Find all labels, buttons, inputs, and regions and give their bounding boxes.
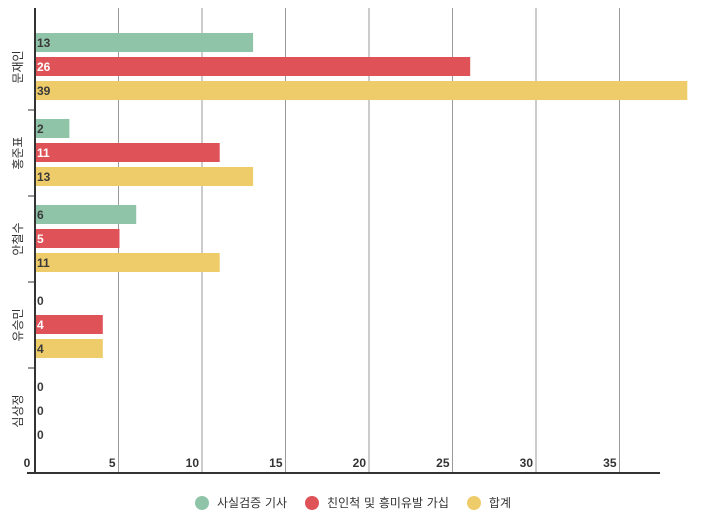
data-label: 11 <box>37 256 50 270</box>
bar-chart: 0 5 10 15 20 25 30 35 문재인 13 26 39 홍준표 2 11 13 안철수 6 5 11 유… <box>11 8 688 474</box>
bar-2-1 <box>36 229 120 248</box>
bar-0-2 <box>36 81 688 100</box>
data-label: 6 <box>37 208 44 222</box>
bar-0-1 <box>36 57 471 76</box>
data-label: 0 <box>37 380 44 394</box>
data-label: 5 <box>37 232 44 246</box>
data-label: 4 <box>37 342 44 356</box>
label-layer: 문재인 13 26 39 홍준표 2 11 13 안철수 6 5 11 유승민 0 4 4 심상정 0 0 0 <box>11 36 51 442</box>
x-tick-label: 0 <box>24 456 31 470</box>
legend-label: 사실검증 기사 <box>216 496 288 510</box>
legend-item: 사실검증 기사 <box>194 494 288 511</box>
category-label: 심상정 <box>11 394 25 427</box>
category-label: 유승민 <box>11 308 25 341</box>
legend-swatch <box>194 495 209 510</box>
axis-layer: 0 5 10 15 20 25 30 35 <box>24 8 660 474</box>
legend-swatch <box>305 495 320 510</box>
data-label: 13 <box>37 170 51 184</box>
bar-3-2 <box>36 339 103 358</box>
bar-1-0 <box>36 119 70 138</box>
x-tick-label: 25 <box>436 456 450 470</box>
data-label: 0 <box>37 294 44 308</box>
data-label: 4 <box>37 318 44 332</box>
data-label: 2 <box>37 122 44 136</box>
data-label: 11 <box>37 146 50 160</box>
x-tick-label: 30 <box>520 456 534 470</box>
category-label: 안철수 <box>11 222 25 255</box>
bar-1-2 <box>36 167 254 186</box>
bar-3-1 <box>36 315 103 334</box>
bar-2-2 <box>36 253 220 272</box>
x-tick-label: 20 <box>353 456 367 470</box>
data-label: 13 <box>37 36 51 50</box>
x-tick-label: 10 <box>186 456 200 470</box>
bar-2-0 <box>36 205 137 224</box>
bar-0-0 <box>36 33 254 52</box>
data-label: 0 <box>37 428 44 442</box>
bar-layer <box>36 33 688 358</box>
grid-layer <box>118 8 620 473</box>
x-tick-label: 5 <box>109 456 116 470</box>
data-label: 26 <box>37 60 51 74</box>
category-label: 홍준표 <box>11 136 25 169</box>
data-label: 39 <box>37 84 51 98</box>
legend-item: 합계 <box>466 494 511 511</box>
data-label: 0 <box>37 404 44 418</box>
legend-item: 친인척 및 흥미유발 가십 <box>305 494 449 511</box>
x-tick-label: 15 <box>269 456 283 470</box>
legend-label: 합계 <box>488 496 511 510</box>
bar-1-1 <box>36 143 220 162</box>
legend: 사실검증 기사 친인척 및 흥미유발 가십 합계 <box>0 494 706 511</box>
x-tick-label: 35 <box>603 456 617 470</box>
legend-swatch <box>466 495 481 510</box>
legend-label: 친인척 및 흥미유발 가십 <box>327 496 449 510</box>
category-label: 문재인 <box>11 50 25 83</box>
